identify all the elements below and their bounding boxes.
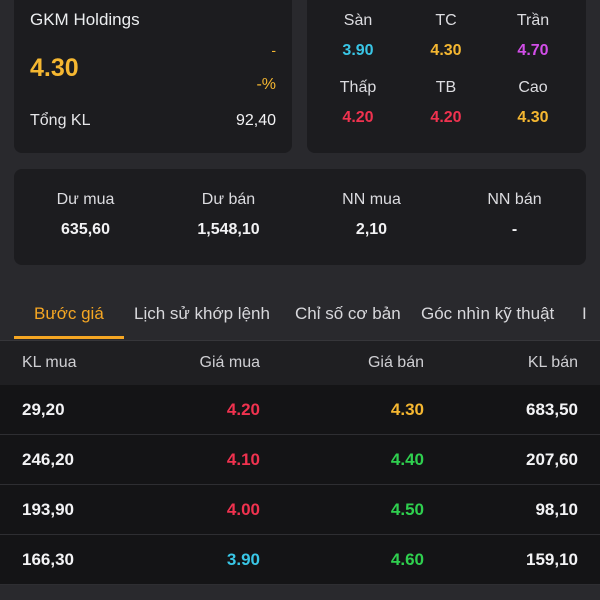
bid-volume: 29,20 [22,400,65,419]
bid-volume: 246,20 [22,450,74,469]
price-level-value: 4.20 [342,109,374,126]
total-volume-value: 92,40 [235,112,276,129]
ask-volume: 683,50 [526,400,578,419]
stat-label: NN bán [487,191,542,208]
header-ask-volume: KL bán [527,354,578,371]
price-level-average: TB 4.20 [401,79,491,127]
table-row: 246,20 4.10 4.40 207,60 [0,435,600,485]
price-level-label: Trần [516,12,550,29]
price-level-label: TC [435,12,457,29]
stat-value: 2,10 [355,221,388,238]
detail-tabs: Bước giá Lịch sử khớp lệnh Chỉ số cơ bản… [0,290,600,340]
tab-more[interactable]: I [582,304,587,323]
price-level-label: TB [435,79,457,96]
price-level-low: Thấp 4.20 [313,79,403,127]
total-volume-label: Tổng KL [30,112,91,129]
price-level-ceiling: Trần 4.70 [488,12,578,60]
stat-foreign-buy: NN mua 2,10 [300,191,443,239]
ask-price: 4.40 [390,450,424,469]
stat-label: Dư mua [56,191,115,208]
price-level-value: 4.70 [517,42,549,59]
stat-sell-surplus: Dư bán 1,548,10 [157,191,300,239]
active-tab-indicator [14,336,124,339]
ask-volume: 159,10 [526,550,578,569]
company-name: GKM Holdings [30,10,140,29]
stat-label: Dư bán [201,191,256,208]
price-level-reference: TC 4.30 [401,12,491,60]
table-row: 193,90 4.00 4.50 98,10 [0,485,600,535]
stat-buy-surplus: Dư mua 635,60 [14,191,157,239]
price-level-value: 3.90 [342,42,374,59]
ask-price: 4.50 [390,500,424,519]
table-row: 29,20 4.20 4.30 683,50 [0,385,600,435]
stat-value: 1,548,10 [197,221,260,238]
tab-fundamentals[interactable]: Chỉ số cơ bản [295,304,401,323]
stat-value: - [511,221,518,238]
tab-match-history[interactable]: Lịch sử khớp lệnh [134,304,270,323]
bid-price: 4.00 [226,500,260,519]
bid-price: 3.90 [226,550,260,569]
bid-price: 4.20 [226,400,260,419]
price-level-value: 4.30 [430,42,462,59]
bid-volume: 166,30 [22,550,74,569]
stat-foreign-sell: NN bán - [443,191,586,239]
price-change: - [271,42,276,58]
tab-technical-view[interactable]: Góc nhìn kỹ thuật [421,304,555,323]
tab-price-steps[interactable]: Bước giá [34,304,104,323]
current-price: 4.30 [30,54,79,82]
ask-price: 4.30 [390,400,424,419]
price-level-label: Thấp [339,79,377,96]
header-bid-volume: KL mua [22,354,77,371]
price-level-value: 4.30 [517,109,549,126]
price-level-value: 4.20 [430,109,462,126]
stat-value: 635,60 [61,221,110,238]
stock-summary-card: GKM Holdings 4.30 - -% Tổng KL 92,40 [14,0,292,153]
price-level-floor: Sàn 3.90 [313,12,403,60]
trading-stats-card: Dư mua 635,60 Dư bán 1,548,10 NN mua 2,1… [14,169,586,265]
bid-price: 4.10 [226,450,260,469]
price-level-label: Cao [518,79,548,96]
bid-volume: 193,90 [22,500,74,519]
price-change-percent: -% [256,76,276,93]
header-ask-price: Giá bán [367,354,424,371]
table-row: 166,30 3.90 4.60 159,10 [0,535,600,585]
ask-volume: 207,60 [526,450,578,469]
stat-label: NN mua [342,191,401,208]
order-book-header: KL mua Giá mua Giá bán KL bán [0,340,600,385]
price-level-high: Cao 4.30 [488,79,578,127]
price-level-label: Sàn [343,12,373,29]
price-levels-card: Sàn 3.90 TC 4.30 Trần 4.70 Thấp 4.20 TB … [307,0,586,153]
header-bid-price: Giá mua [199,354,260,371]
ask-volume: 98,10 [535,500,578,519]
ask-price: 4.60 [390,550,424,569]
